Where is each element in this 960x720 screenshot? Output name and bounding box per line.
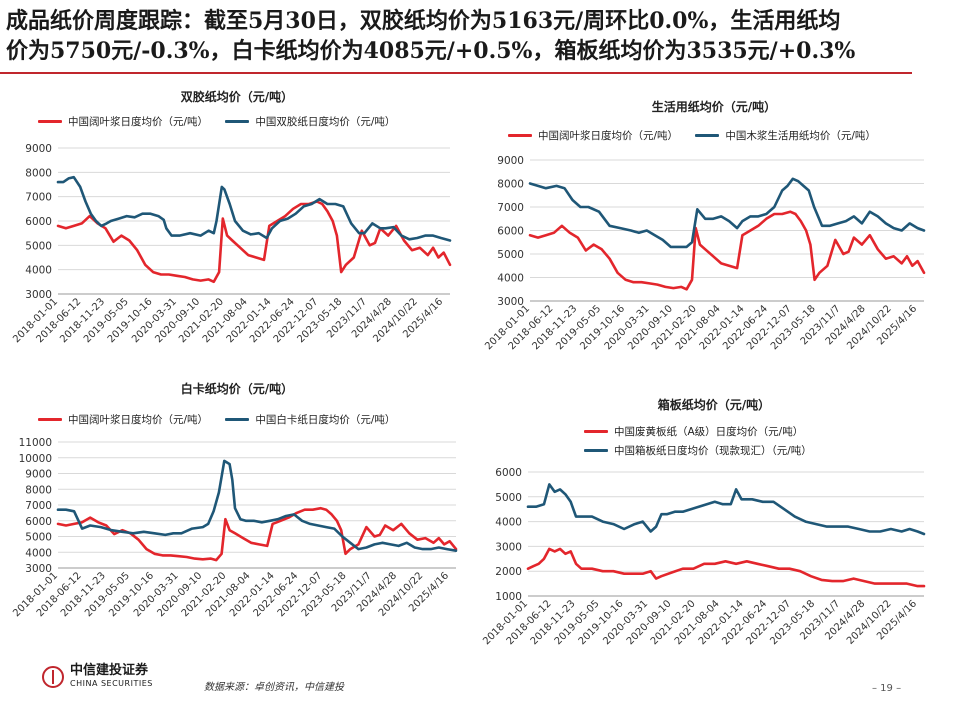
y-tick-label: 3000	[497, 296, 524, 308]
legend-label: 中国箱板纸日度均价（现款现汇）（元/吨）	[614, 445, 812, 457]
legend-label: 中国废黄板纸（A级）日度均价（元/吨）	[614, 426, 804, 438]
chart-title: 箱板纸均价（元/吨）	[657, 398, 771, 412]
y-tick-label: 5000	[25, 532, 52, 544]
legend-label: 中国双胶纸日度均价（元/吨）	[255, 116, 396, 128]
headline-line-1: 成品纸价周度跟踪：截至5月30日，双胶纸均价为5163元/周环比0.0%，生活用…	[6, 8, 841, 34]
legend-label: 中国阔叶浆日度均价（元/吨）	[68, 414, 209, 426]
chart-plot: 3000400050006000700080009000100001100020…	[11, 437, 458, 619]
chart-containerboard-price: 箱板纸均价（元/吨） 中国废黄板纸（A级）日度均价（元/吨） 中国箱板纸日度均价…	[474, 392, 954, 662]
legend-swatch-red	[584, 430, 608, 433]
y-tick-label: 7000	[497, 202, 524, 214]
brand-logo: 中信建投证券 CHINA SECURITIES	[42, 664, 153, 690]
y-tick-label: 5000	[25, 240, 52, 252]
y-tick-label: 4000	[25, 265, 52, 277]
brand-name-cn: 中信建投证券	[70, 663, 149, 678]
y-tick-label: 8000	[25, 484, 52, 496]
y-tick-label: 6000	[25, 516, 52, 528]
legend-swatch-blue	[225, 418, 250, 421]
legend-swatch-blue	[584, 449, 608, 452]
chart-title: 白卡纸均价（元/吨）	[180, 382, 294, 396]
chart-plot: 30004000500060007000800090002018-01-0120…	[483, 155, 926, 352]
y-tick-label: 7000	[25, 500, 52, 512]
legend-label: 中国木浆生活用纸均价（元/吨）	[725, 130, 876, 142]
legend-item-red: 中国废黄板纸（A级）日度均价（元/吨）	[584, 424, 812, 439]
legend-swatch-red	[508, 134, 532, 137]
chart-ivory-board-price: 白卡纸均价（元/吨） 中国阔叶浆日度均价（元/吨） 中国白卡纸日度均价（元/吨）…	[4, 376, 470, 666]
legend-item-blue: 中国双胶纸日度均价（元/吨）	[225, 114, 395, 129]
chart-plot: 1000200030004000500060002018-01-012018-0…	[481, 467, 926, 647]
y-tick-label: 11000	[19, 437, 52, 449]
y-tick-label: 1000	[495, 591, 522, 603]
legend-swatch-blue	[225, 120, 250, 123]
chart-title: 生活用纸均价（元/吨）	[651, 100, 777, 114]
legend-item-red: 中国阔叶浆日度均价（元/吨）	[508, 128, 678, 143]
y-tick-label: 2000	[495, 566, 522, 578]
legend-item-blue: 中国木浆生活用纸均价（元/吨）	[695, 128, 876, 143]
series-line-blue	[526, 483, 926, 536]
y-tick-label: 4000	[495, 517, 522, 529]
y-tick-label: 7000	[25, 192, 52, 204]
legend-item-blue: 中国白卡纸日度均价（元/吨）	[225, 412, 395, 427]
legend-item-red: 中国阔叶浆日度均价（元/吨）	[38, 412, 208, 427]
series-line-blue	[528, 177, 926, 249]
y-tick-label: 9000	[25, 469, 52, 481]
chart-legend: 中国阔叶浆日度均价（元/吨） 中国木浆生活用纸均价（元/吨）	[508, 128, 890, 143]
chart-plot: 30004000500060007000800090002018-01-0120…	[11, 143, 452, 345]
page-number: – 19 –	[872, 683, 902, 694]
legend-label: 中国白卡纸日度均价（元/吨）	[255, 414, 396, 426]
series-line-red	[528, 210, 926, 291]
legend-swatch-red	[38, 418, 62, 421]
y-tick-label: 6000	[495, 467, 522, 479]
headline: 成品纸价周度跟踪：截至5月30日，双胶纸均价为5163元/周环比0.0%，生活用…	[6, 6, 954, 66]
y-tick-label: 5000	[497, 249, 524, 261]
series-line-red	[526, 547, 926, 588]
y-tick-label: 8000	[25, 167, 52, 179]
series-line-blue	[56, 175, 452, 242]
y-tick-label: 4000	[497, 273, 524, 285]
chart-title: 双胶纸均价（元/吨）	[180, 90, 294, 104]
series-line-red	[56, 506, 458, 562]
y-tick-label: 9000	[25, 143, 52, 155]
legend-item-blue: 中国箱板纸日度均价（现款现汇）（元/吨）	[584, 443, 812, 458]
y-tick-label: 6000	[25, 216, 52, 228]
legend-swatch-blue	[695, 134, 720, 137]
series-line-red	[56, 200, 452, 284]
y-tick-label: 3000	[495, 541, 522, 553]
chart-legend: 中国废黄板纸（A级）日度均价（元/吨） 中国箱板纸日度均价（现款现汇）（元/吨）	[584, 424, 812, 462]
headline-line-2: 价为5750元/-0.3%，白卡纸均价为4085元/+0.5%，箱板纸均价为35…	[6, 38, 856, 64]
y-tick-label: 4000	[25, 547, 52, 559]
y-tick-label: 3000	[25, 289, 52, 301]
y-tick-label: 10000	[19, 453, 52, 465]
legend-label: 中国阔叶浆日度均价（元/吨）	[68, 116, 209, 128]
legend-item-red: 中国阔叶浆日度均价（元/吨）	[38, 114, 208, 129]
data-source: 数据来源：卓创资讯，中信建投	[204, 682, 344, 693]
series-line-blue	[56, 459, 458, 552]
y-tick-label: 9000	[497, 155, 524, 167]
chart-offset-paper-price: 双胶纸均价（元/吨） 中国阔叶浆日度均价（元/吨） 中国双胶纸日度均价（元/吨）…	[4, 84, 470, 364]
headline-underline	[0, 72, 912, 74]
chart-legend: 中国阔叶浆日度均价（元/吨） 中国双胶纸日度均价（元/吨）	[38, 114, 409, 129]
legend-swatch-red	[38, 120, 62, 123]
y-tick-label: 3000	[25, 563, 52, 575]
y-tick-label: 6000	[497, 226, 524, 238]
chart-tissue-paper-price: 生活用纸均价（元/吨） 中国阔叶浆日度均价（元/吨） 中国木浆生活用纸均价（元/…	[474, 94, 954, 374]
y-tick-label: 5000	[495, 492, 522, 504]
chart-legend: 中国阔叶浆日度均价（元/吨） 中国白卡纸日度均价（元/吨）	[38, 412, 409, 427]
legend-label: 中国阔叶浆日度均价（元/吨）	[538, 130, 679, 142]
brand-name-en: CHINA SECURITIES	[70, 679, 153, 688]
y-tick-label: 8000	[497, 179, 524, 191]
logo-icon	[42, 666, 64, 688]
